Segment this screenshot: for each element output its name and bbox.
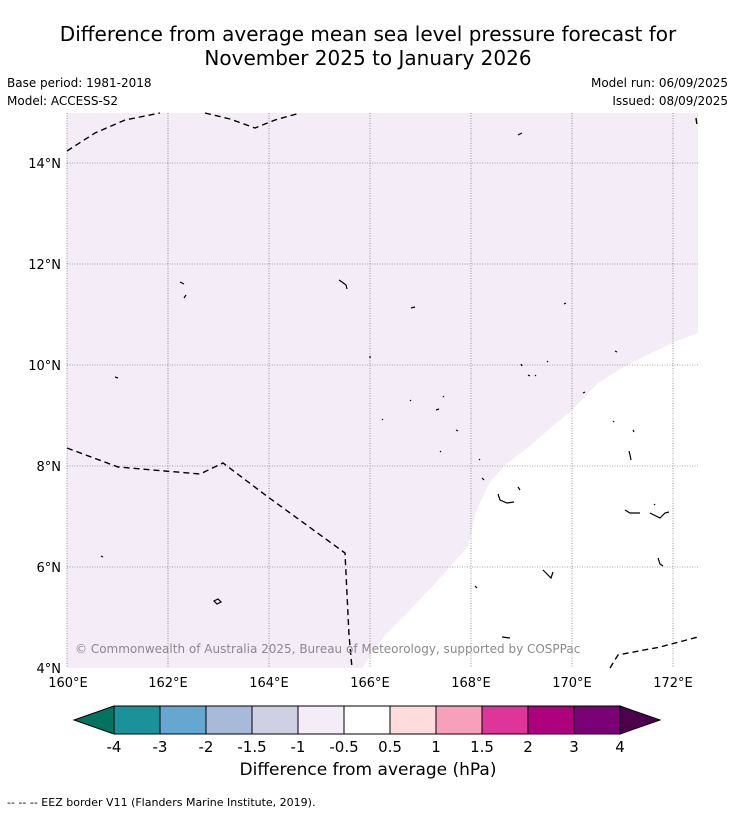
lon-label: 170°E xyxy=(552,676,592,691)
lon-label: 162°E xyxy=(148,676,188,691)
map-area: © Commonwealth of Australia 2025, Bureau… xyxy=(66,112,699,669)
model-text: Model: ACCESS-S2 xyxy=(7,94,119,108)
colorbar-cell xyxy=(251,705,299,735)
colorbar-cell xyxy=(159,705,207,735)
longitude-labels: 160°E 162°E 164°E 166°E 168°E 170°E 172°… xyxy=(48,676,693,691)
colorbar-tick-label: 1 xyxy=(431,738,441,756)
colorbar-cell xyxy=(573,705,621,735)
colorbar-cells xyxy=(72,705,662,735)
lon-label: 168°E xyxy=(451,676,491,691)
eez-borders xyxy=(66,112,699,669)
colorbar-tick-label: 4 xyxy=(615,738,625,756)
eez-footnote: -- -- -- EEZ border V11 (Flanders Marine… xyxy=(7,796,316,809)
lat-label: 14°N xyxy=(28,157,61,172)
meta-right: Model run: 06/09/2025 Issued: 08/09/2025 xyxy=(591,74,728,110)
lon-label: 160°E xyxy=(48,676,88,691)
colorbar-cell xyxy=(389,705,437,735)
lon-label: 172°E xyxy=(653,676,693,691)
latitude-labels: 14°N 12°N 10°N 8°N 6°N 4°N xyxy=(28,157,61,677)
colorbar-cell xyxy=(435,705,483,735)
gridlines xyxy=(66,113,698,668)
model-run-text: Model run: 06/09/2025 xyxy=(590,76,728,90)
colorbar-cell xyxy=(297,705,345,735)
colorbar: -4 -3 -2 -1.5 -1 -0.5 0.5 1 1.5 2 3 4 xyxy=(72,705,662,756)
colorbar-tick-label: -0.5 xyxy=(329,738,358,756)
title-line-1: Difference from average mean sea level p… xyxy=(59,22,677,46)
lat-label: 6°N xyxy=(37,561,62,576)
base-period-text: Base period: 1981-2018 xyxy=(7,76,152,90)
colorbar-cell xyxy=(113,705,161,735)
meta-left: Base period: 1981-2018 Model: ACCESS-S2 xyxy=(7,74,152,110)
title-line-2: November 2025 to January 2026 xyxy=(204,46,532,70)
colorbar-cell xyxy=(527,705,575,735)
lat-label: 4°N xyxy=(37,662,62,677)
colorbar-tick-label: -1.5 xyxy=(237,738,266,756)
colorbar-cell xyxy=(481,705,529,735)
colorbar-tick-label: 1.5 xyxy=(470,738,494,756)
colorbar-extend-low xyxy=(72,705,115,735)
colorbar-tick-label: 3 xyxy=(569,738,579,756)
colorbar-tick-label: 2 xyxy=(523,738,533,756)
lon-label: 164°E xyxy=(249,676,289,691)
colorbar-tick-label: -4 xyxy=(107,738,122,756)
issued-text: Issued: 08/09/2025 xyxy=(612,94,728,108)
lat-label: 8°N xyxy=(37,460,62,475)
lat-label: 10°N xyxy=(28,359,61,374)
lat-label: 12°N xyxy=(28,258,61,273)
colorbar-cell xyxy=(343,705,391,735)
colorbar-tick-label: -1 xyxy=(291,738,306,756)
pressure-anomaly-shading xyxy=(67,113,698,668)
colorbar-tick-label: 0.5 xyxy=(378,738,402,756)
islands xyxy=(100,132,670,639)
colorbar-tick-label: -3 xyxy=(153,738,168,756)
colorbar-tick-label: -2 xyxy=(199,738,214,756)
colorbar-tick-labels: -4 -3 -2 -1.5 -1 -0.5 0.5 1 1.5 2 3 4 xyxy=(107,738,625,756)
lon-label: 166°E xyxy=(350,676,390,691)
colorbar-title: Difference from average (hPa) xyxy=(239,760,497,780)
colorbar-extend-high xyxy=(619,705,662,735)
chart-title: Difference from average mean sea level p… xyxy=(0,22,736,70)
copyright-text: © Commonwealth of Australia 2025, Bureau… xyxy=(75,642,580,656)
colorbar-cell xyxy=(205,705,253,735)
